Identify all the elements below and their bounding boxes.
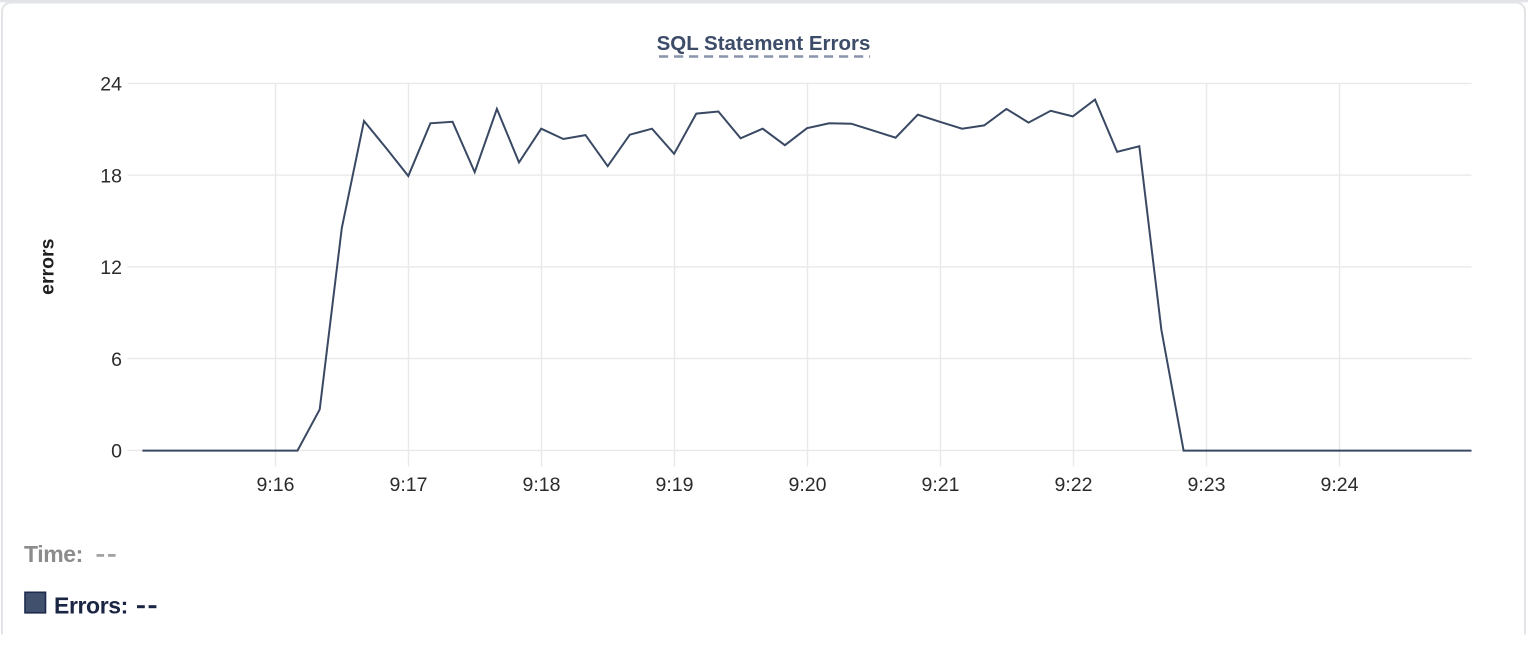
svg-text:errors: errors xyxy=(37,238,59,295)
svg-text:0: 0 xyxy=(111,441,122,463)
svg-text:9:18: 9:18 xyxy=(523,474,561,496)
svg-text:9:23: 9:23 xyxy=(1188,474,1226,496)
svg-text:9:22: 9:22 xyxy=(1055,474,1093,496)
svg-text:9:16: 9:16 xyxy=(257,474,295,496)
svg-text:9:24: 9:24 xyxy=(1321,474,1359,496)
svg-text:6: 6 xyxy=(111,349,122,371)
svg-text:9:20: 9:20 xyxy=(789,474,827,496)
svg-text:24: 24 xyxy=(100,74,122,96)
svg-text:9:19: 9:19 xyxy=(656,474,694,496)
svg-text:18: 18 xyxy=(100,165,122,187)
svg-text:9:17: 9:17 xyxy=(390,474,428,496)
svg-text:9:21: 9:21 xyxy=(922,474,960,496)
svg-text:12: 12 xyxy=(100,257,122,279)
svg-text:Errors:: Errors: xyxy=(54,593,128,619)
svg-text:SQL Statement Errors: SQL Statement Errors xyxy=(657,32,871,55)
svg-text:Time:: Time: xyxy=(24,541,83,567)
